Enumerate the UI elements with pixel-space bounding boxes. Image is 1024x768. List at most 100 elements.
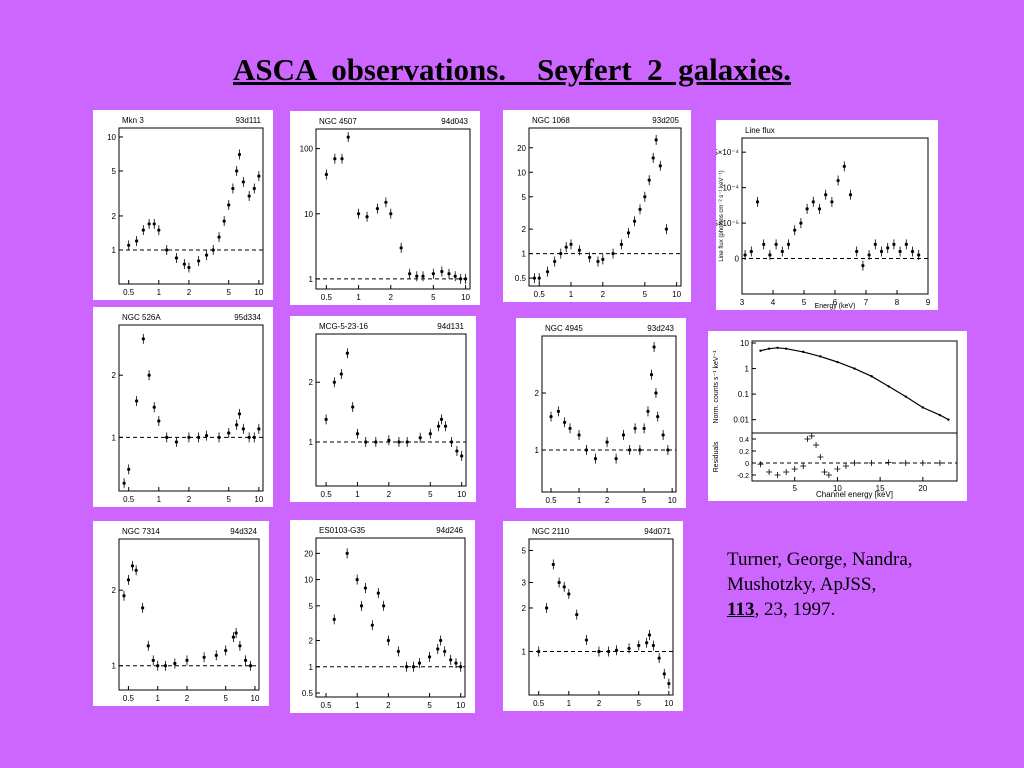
residual-axis-label: Residuals bbox=[713, 441, 720, 472]
data-point bbox=[614, 457, 618, 461]
x-tick-label: 5 bbox=[792, 484, 797, 493]
slide-title: ASCA observations. Seyfert 2 galaxies. bbox=[233, 52, 791, 87]
data-point bbox=[346, 135, 350, 139]
data-point bbox=[399, 246, 403, 250]
y-tick-label: 20 bbox=[517, 144, 526, 153]
panel-name: Line flux bbox=[745, 126, 775, 135]
data-point bbox=[324, 417, 328, 421]
data-point bbox=[241, 180, 245, 184]
data-point bbox=[607, 649, 611, 654]
x-tick-label: 2 bbox=[386, 701, 391, 710]
y-tick-label: 1 bbox=[522, 250, 527, 259]
x-tick-label: 4 bbox=[771, 298, 776, 307]
data-point bbox=[408, 272, 412, 276]
data-point bbox=[224, 648, 228, 653]
plot-frame bbox=[315, 333, 467, 487]
x-tick-label: 10 bbox=[457, 490, 466, 499]
plot-frame bbox=[741, 137, 929, 295]
x-tick-label: 7 bbox=[864, 298, 869, 307]
data-point bbox=[628, 448, 632, 452]
data-point bbox=[374, 440, 378, 444]
data-point bbox=[836, 360, 839, 364]
data-point bbox=[363, 586, 367, 590]
data-point bbox=[755, 200, 760, 204]
data-point bbox=[243, 658, 248, 662]
y-tick-label: 100 bbox=[300, 145, 314, 154]
data-point bbox=[415, 274, 419, 278]
data-point bbox=[173, 661, 177, 666]
data-point bbox=[370, 623, 374, 627]
data-point bbox=[174, 256, 179, 260]
data-point bbox=[405, 440, 409, 444]
data-point bbox=[163, 664, 168, 668]
data-point bbox=[365, 215, 369, 219]
y-tick-label: 2 bbox=[112, 586, 117, 595]
data-point bbox=[647, 178, 651, 182]
reference-pages-year: , 23, 1997. bbox=[754, 599, 836, 620]
data-point bbox=[332, 617, 336, 621]
data-point bbox=[453, 274, 457, 278]
data-point bbox=[642, 426, 646, 431]
y-tick-label: 20 bbox=[304, 549, 313, 558]
x-tick-label: 2 bbox=[187, 495, 192, 504]
data-point bbox=[237, 412, 242, 416]
data-point bbox=[147, 222, 151, 226]
residual-y-tick-label: 0 bbox=[745, 461, 749, 468]
panel-obs-id: 94d071 bbox=[644, 527, 671, 536]
data-point bbox=[802, 350, 805, 354]
data-point bbox=[431, 272, 435, 276]
data-point bbox=[784, 347, 788, 350]
x-tick-label: 10 bbox=[456, 701, 465, 710]
data-point bbox=[340, 157, 344, 161]
panel-name: NGC 4507 bbox=[319, 117, 357, 126]
reference-volume: 113 bbox=[727, 599, 755, 620]
data-point bbox=[910, 249, 915, 254]
x-tick-label: 0.5 bbox=[545, 496, 557, 505]
data-point bbox=[626, 231, 631, 235]
data-point bbox=[559, 252, 563, 256]
x-tick-label: 10 bbox=[668, 496, 677, 505]
x-tick-label: 2 bbox=[601, 290, 606, 299]
data-point bbox=[332, 380, 336, 384]
x-tick-label: 5 bbox=[227, 288, 232, 297]
data-point bbox=[231, 635, 235, 639]
y-tick-label: 1 bbox=[535, 446, 540, 455]
data-point bbox=[836, 178, 840, 183]
data-point bbox=[440, 269, 444, 274]
data-point bbox=[633, 426, 637, 431]
data-point bbox=[214, 653, 218, 657]
data-point bbox=[252, 186, 256, 191]
data-point bbox=[122, 594, 126, 598]
data-point bbox=[768, 253, 772, 257]
x-tick-label: 1 bbox=[356, 293, 361, 302]
x-tick-label: 2 bbox=[605, 496, 610, 505]
data-point bbox=[651, 156, 655, 160]
data-point bbox=[830, 200, 834, 204]
data-point bbox=[652, 345, 656, 349]
data-point bbox=[938, 413, 942, 417]
x-tick-label: 0.5 bbox=[534, 290, 546, 299]
data-point bbox=[436, 647, 440, 651]
data-point bbox=[187, 265, 191, 270]
data-point bbox=[204, 433, 209, 438]
data-point bbox=[234, 631, 238, 635]
plot-frame bbox=[118, 127, 264, 285]
panel-name: NGC 4945 bbox=[545, 324, 583, 333]
plot-frame bbox=[118, 538, 260, 691]
data-point bbox=[324, 172, 328, 177]
data-point bbox=[614, 648, 619, 652]
data-point bbox=[633, 219, 637, 223]
data-point bbox=[127, 243, 131, 247]
data-point bbox=[439, 638, 443, 643]
y-tick-label: 2 bbox=[522, 604, 527, 613]
chart-panel-ngc1068: NGC 1068 93d205 0.5 1 2 5 10 0.5 1 2 5 10 20 bbox=[503, 110, 691, 302]
data-point bbox=[257, 174, 261, 178]
y-tick-label: 2 bbox=[112, 212, 117, 221]
data-point bbox=[848, 193, 853, 197]
x-tick-label: 2 bbox=[387, 490, 392, 499]
x-tick-label: 1 bbox=[155, 694, 160, 703]
data-point bbox=[247, 435, 251, 439]
data-point bbox=[211, 248, 215, 252]
x-tick-label: 10 bbox=[251, 694, 260, 703]
chart-svg-7: NGC 7314 94d324 0.5 1 2 5 10 1 2 bbox=[112, 527, 260, 703]
